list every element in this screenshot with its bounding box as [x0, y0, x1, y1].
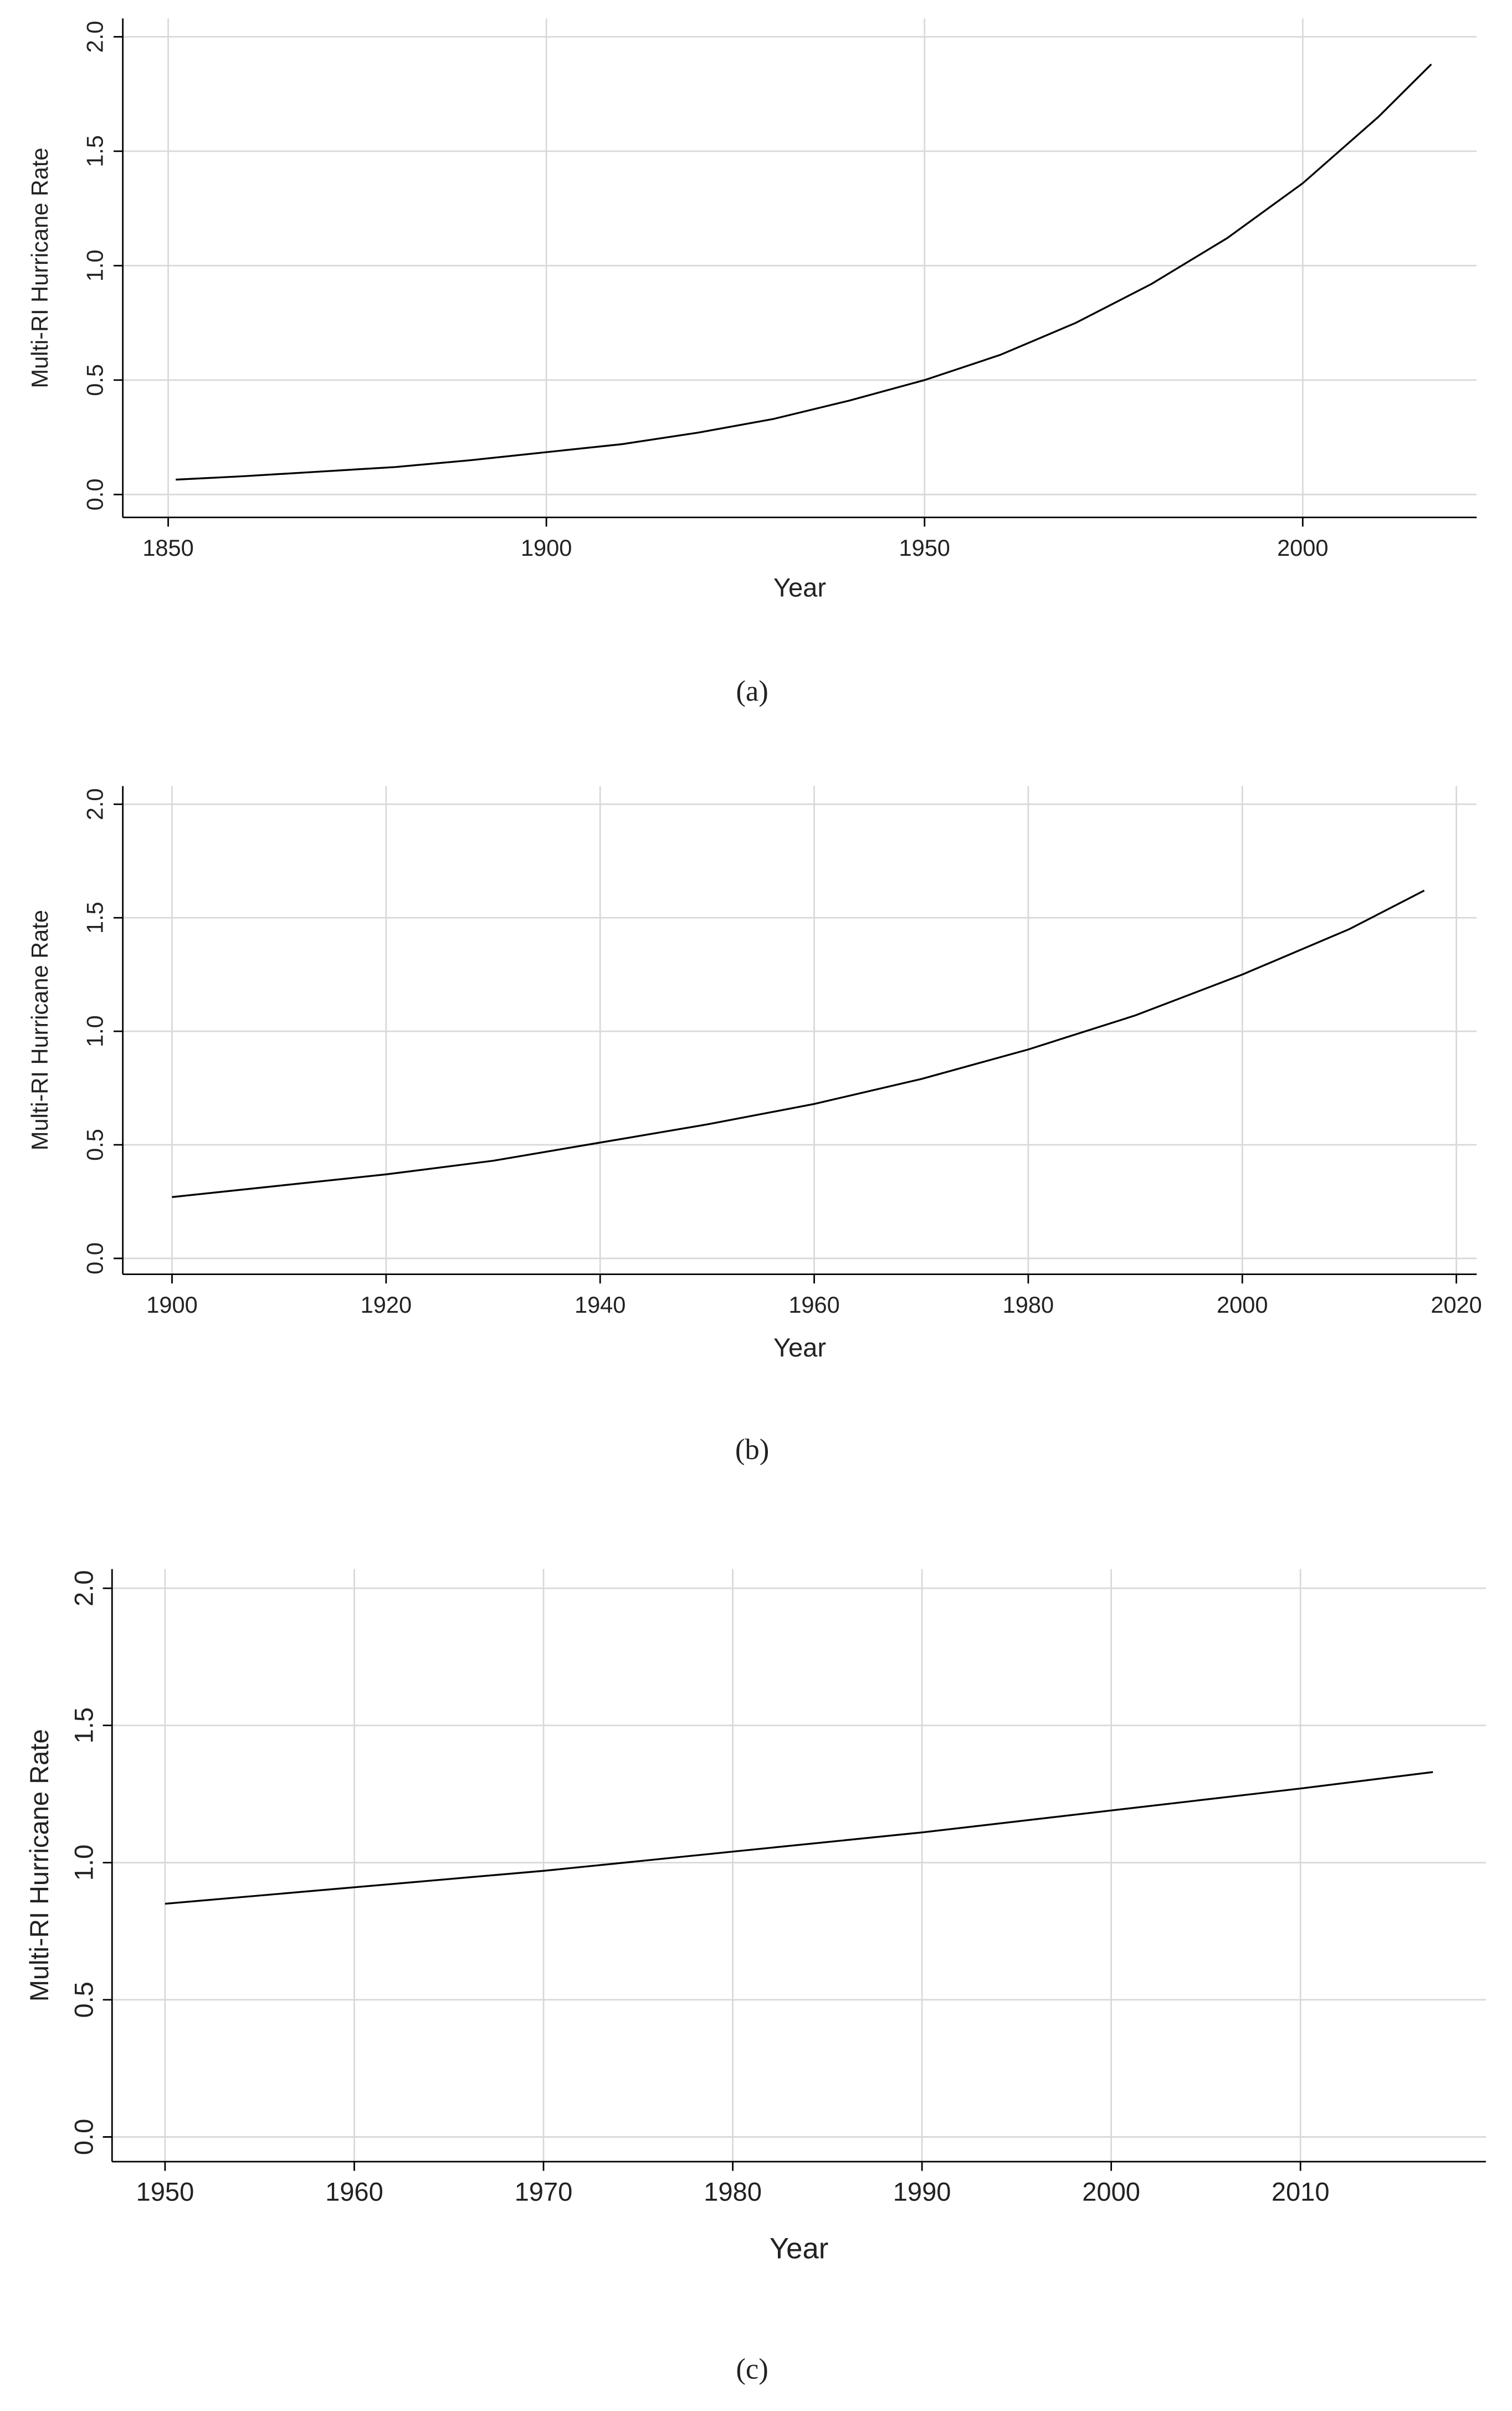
- y-axis-label: Multi-RI Hurricane Rate: [27, 147, 53, 388]
- y-tick-label: 2.0: [69, 1570, 99, 1606]
- y-tick-label: 2.0: [82, 21, 108, 53]
- x-tick-label: 1900: [521, 535, 572, 561]
- y-tick-label: 1.0: [82, 1015, 108, 1047]
- x-axis-label: Year: [773, 572, 826, 602]
- x-tick-label: 2020: [1431, 1292, 1482, 1318]
- x-tick-label: 1850: [142, 535, 193, 561]
- caption: (b): [735, 1434, 769, 1466]
- y-tick-label: 1.5: [82, 902, 108, 934]
- y-axis-label: Multi-RI Hurricane Rate: [27, 910, 53, 1150]
- caption: (a): [736, 675, 768, 707]
- x-tick-label: 1980: [1003, 1292, 1054, 1318]
- x-tick-label: 1980: [704, 2177, 762, 2207]
- x-tick-label: 1990: [893, 2177, 951, 2207]
- y-tick-label: 1.0: [69, 1845, 99, 1881]
- caption: (c): [736, 2353, 768, 2386]
- x-axis-label: Year: [773, 1333, 826, 1362]
- y-tick-label: 0.0: [82, 1242, 108, 1274]
- x-axis-label: Year: [770, 2233, 828, 2265]
- series-line: [165, 1771, 1433, 1905]
- y-tick-label: 1.5: [82, 135, 108, 167]
- y-tick-label: 1.0: [82, 250, 108, 282]
- x-tick-label: 1940: [575, 1292, 626, 1318]
- y-tick-label: 0.5: [82, 364, 108, 396]
- x-tick-label: 1960: [325, 2177, 383, 2207]
- series-line: [176, 63, 1432, 481]
- y-tick-label: 0.0: [82, 479, 108, 511]
- x-tick-label: 2000: [1277, 535, 1328, 561]
- y-tick-label: 0.5: [82, 1129, 108, 1161]
- x-tick-label: 1920: [361, 1292, 412, 1318]
- x-tick-label: 1950: [899, 535, 950, 561]
- y-tick-label: 2.0: [82, 788, 108, 820]
- y-tick-label: 1.5: [69, 1707, 99, 1743]
- series-line: [172, 889, 1425, 1198]
- x-tick-label: 1960: [788, 1292, 839, 1318]
- x-tick-label: 1900: [146, 1292, 197, 1318]
- y-tick-label: 0.0: [69, 2119, 99, 2155]
- x-tick-label: 2000: [1217, 1292, 1268, 1318]
- y-axis-label: Multi-RI Hurricane Rate: [24, 1729, 54, 2002]
- x-tick-label: 2000: [1082, 2177, 1140, 2207]
- x-tick-label: 1950: [136, 2177, 194, 2207]
- y-tick-label: 0.5: [69, 1982, 99, 2018]
- x-tick-label: 2010: [1272, 2177, 1330, 2207]
- x-tick-label: 1970: [515, 2177, 573, 2207]
